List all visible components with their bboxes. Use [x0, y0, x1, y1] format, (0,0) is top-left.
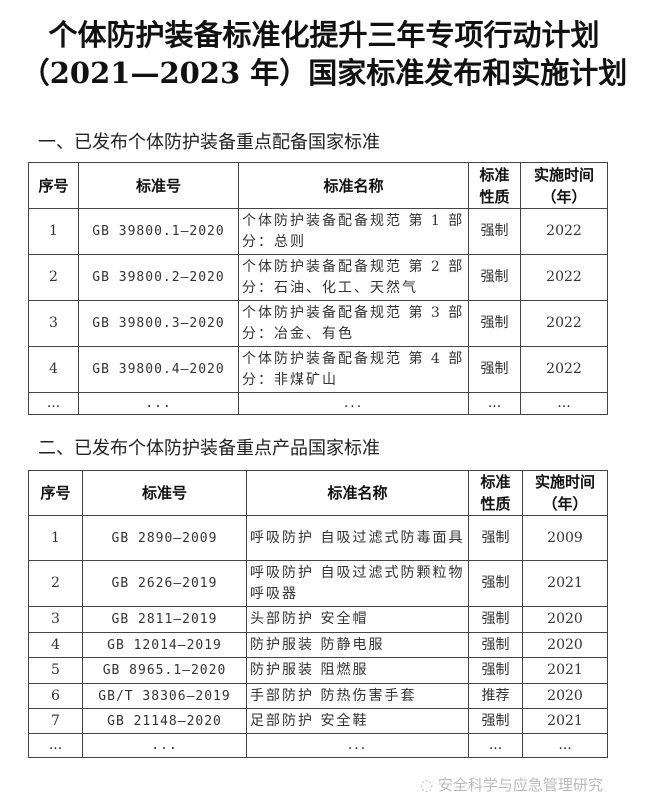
cell-code: GB 39800.2—2020 — [78, 254, 239, 301]
table-row: 7 GB 21148—2020 足部防护 安全鞋 强制 2021 — [28, 708, 608, 734]
doc-title-line1: 个体防护装备标准化提升三年专项行动计划 — [48, 18, 600, 52]
cell-code: GB 39800.4—2020 — [78, 346, 239, 393]
cell-seq: 4 — [28, 632, 83, 658]
cell-nature: 强制 — [468, 300, 521, 347]
cell-name: ... — [238, 392, 469, 415]
header-time: 实施时间 （年） — [522, 470, 608, 516]
cell-seq: 3 — [28, 606, 83, 633]
cell-seq: 2 — [28, 254, 79, 301]
table-row: 6 GB/T 38306—2019 手部防护 防热伤害手套 推荐 2020 — [28, 683, 608, 709]
cell-name: 手部防护 防热伤害手套 — [246, 683, 469, 709]
header-name: 标准名称 — [246, 470, 469, 516]
cell-name: 防护服装 防静电服 — [246, 632, 469, 658]
header-code: 标准号 — [78, 162, 239, 209]
table-row: 2 GB 39800.2—2020 个体防护装备配备规范 第 2 部分：石油、化工、… — [28, 254, 608, 301]
section1-heading: 一、已发布个体防护装备重点配备国家标准 — [38, 132, 380, 153]
cell-nature: 推荐 — [468, 683, 523, 709]
table-row: 2 GB 2626—2019 呼吸防护 自吸过滤式防颗粒物呼吸器 强制 2021 — [28, 560, 608, 607]
cell-code: GB 12014—2019 — [82, 632, 247, 658]
table-row: ............... — [28, 733, 608, 758]
table-row: 5 GB 8965.1—2020 防护服装 阻燃服 强制 2021 — [28, 657, 608, 684]
cell-nature: 强制 — [468, 708, 523, 734]
cell-seq: 1 — [28, 208, 79, 255]
watermark: ◌ 安全科学与应急管理研究 — [420, 776, 603, 794]
section2-heading: 二、已发布个体防护装备重点产品国家标准 — [38, 438, 380, 459]
cell-name: 个体防护装备配备规范 第 1 部分：总则 — [238, 208, 469, 255]
cell-code: GB 2626—2019 — [82, 560, 247, 607]
cell-seq: 5 — [28, 657, 83, 684]
table-row: 1 GB 2890—2009 呼吸防护 自吸过滤式防毒面具 强制 2009 — [28, 515, 608, 561]
cell-seq: 3 — [28, 300, 79, 347]
section1-table: 序号 标准号 标准名称 标准 性质 实施时间 （年） 1 GB 39800.1—2020 个体防护… — [28, 162, 608, 415]
wechat-icon: ◌ — [420, 776, 438, 794]
cell-year: 2021 — [522, 708, 608, 734]
cell-nature: ... — [468, 392, 521, 415]
cell-nature: 强制 — [468, 606, 523, 633]
cell-year: ... — [520, 392, 608, 415]
cell-seq: 7 — [28, 708, 83, 734]
cell-year: 2022 — [520, 254, 608, 301]
cell-nature: 强制 — [468, 657, 523, 684]
cell-year: 2021 — [522, 657, 608, 684]
cell-year: 2020 — [522, 606, 608, 633]
cell-code: ... — [78, 392, 239, 415]
table-row: ............... — [28, 392, 608, 415]
table-row: 3 GB 2811—2019 头部防护 安全帽 强制 2020 — [28, 606, 608, 633]
cell-nature: ... — [468, 733, 523, 758]
cell-code: GB 21148—2020 — [82, 708, 247, 734]
header-seq: 序号 — [28, 470, 83, 516]
cell-nature: 强制 — [468, 208, 521, 255]
cell-nature: 强制 — [468, 560, 523, 607]
cell-year: ... — [522, 733, 608, 758]
cell-name: 足部防护 安全鞋 — [246, 708, 469, 734]
header-seq: 序号 — [28, 162, 79, 209]
table-row: 3 GB 39800.3—2020 个体防护装备配备规范 第 3 部分：冶金、有色强… — [28, 300, 608, 347]
table-row: 4 GB 39800.4—2020 个体防护装备配备规范 第 4 部分：非煤矿山 强制… — [28, 346, 608, 393]
cell-name: 防护服装 阻燃服 — [246, 657, 469, 684]
cell-name: 呼吸防护 自吸过滤式防颗粒物呼吸器 — [246, 560, 469, 607]
cell-seq: 6 — [28, 683, 83, 709]
cell-seq: 4 — [28, 346, 79, 393]
cell-year: 2022 — [520, 208, 608, 255]
section2-table: 序号 标准号 标准名称 标准 性质 实施时间 （年） 1 GB 2890—2009 呼吸防护 自吸… — [28, 470, 608, 758]
cell-code: ... — [82, 733, 247, 758]
cell-year: 2009 — [522, 515, 608, 561]
cell-seq: 1 — [28, 515, 83, 561]
doc-title-line2: （2021—2023 年）国家标准发布和实施计划 — [20, 56, 628, 90]
cell-seq: 2 — [28, 560, 83, 607]
cell-code: GB 2890—2009 — [82, 515, 247, 561]
cell-name: 呼吸防护 自吸过滤式防毒面具 — [246, 515, 469, 561]
table-row: 4 GB 12014—2019 防护服装 防静电服 强制 2020 — [28, 632, 608, 658]
cell-year: 2022 — [520, 346, 608, 393]
cell-name: 个体防护装备配备规范 第 2 部分：石油、化工、天然气 — [238, 254, 469, 301]
cell-code: GB 8965.1—2020 — [82, 657, 247, 684]
header-nature: 标准 性质 — [468, 162, 521, 209]
header-time: 实施时间 （年） — [520, 162, 608, 209]
cell-seq: ... — [28, 733, 83, 758]
header-code: 标准号 — [82, 470, 247, 516]
cell-code: GB/T 38306—2019 — [82, 683, 247, 709]
cell-name: 个体防护装备配备规范 第 4 部分：非煤矿山 — [238, 346, 469, 393]
header-nature: 标准 性质 — [468, 470, 523, 516]
cell-year: 2021 — [522, 560, 608, 607]
table-row: 1 GB 39800.1—2020 个体防护装备配备规范 第 1 部分：总则 强制 20… — [28, 208, 608, 255]
cell-nature: 强制 — [468, 254, 521, 301]
cell-code: GB 2811—2019 — [82, 606, 247, 633]
cell-name: ... — [246, 733, 469, 758]
table-header-row: 序号 标准号 标准名称 标准 性质 实施时间 （年） — [28, 470, 608, 516]
cell-seq: ... — [28, 392, 79, 415]
cell-nature: 强制 — [468, 515, 523, 561]
cell-name: 个体防护装备配备规范 第 3 部分：冶金、有色 — [238, 300, 469, 347]
cell-name: 头部防护 安全帽 — [246, 606, 469, 633]
table-header-row: 序号 标准号 标准名称 标准 性质 实施时间 （年） — [28, 162, 608, 209]
cell-code: GB 39800.3—2020 — [78, 300, 239, 347]
cell-year: 2022 — [520, 300, 608, 347]
cell-year: 2020 — [522, 632, 608, 658]
cell-year: 2020 — [522, 683, 608, 709]
header-name: 标准名称 — [238, 162, 469, 209]
cell-code: GB 39800.1—2020 — [78, 208, 239, 255]
cell-nature: 强制 — [468, 632, 523, 658]
cell-nature: 强制 — [468, 346, 521, 393]
